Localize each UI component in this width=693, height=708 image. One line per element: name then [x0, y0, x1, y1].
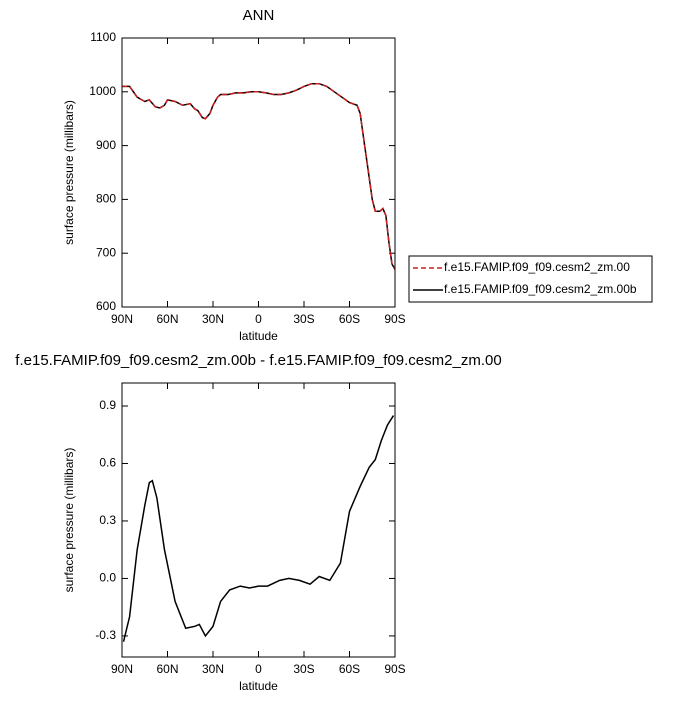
- x-tick-label: 30S: [293, 662, 314, 676]
- x-tick-label: 90N: [111, 312, 133, 326]
- y-tick-label: 600: [96, 299, 116, 313]
- x-tick-label: 60S: [339, 312, 360, 326]
- y-tick-label: 0.3: [99, 513, 116, 527]
- y-tick-label: -0.3: [95, 628, 116, 642]
- y-tick-label: 700: [96, 245, 116, 259]
- data-line: [122, 415, 395, 642]
- x-tick-label: 60S: [339, 662, 360, 676]
- y-tick-label: 0.9: [99, 398, 116, 412]
- x-tick-label: 90N: [111, 662, 133, 676]
- plot-frame: [121, 382, 396, 658]
- x-tick-label: 0: [255, 662, 262, 676]
- x-tick-label: 0: [255, 312, 262, 326]
- x-tick-label: 30N: [202, 312, 224, 326]
- y-tick-label: 800: [96, 192, 116, 206]
- x-tick-label: 90S: [384, 662, 405, 676]
- x-tick-label: 30S: [293, 312, 314, 326]
- y-axis-label: surface pressure (millibars): [62, 100, 76, 245]
- chart-title: ANN: [243, 7, 275, 24]
- x-axis-label: latitude: [239, 329, 278, 343]
- y-tick-label: 0.6: [99, 456, 116, 470]
- legend-label: f.e15.FAMIP.f09_f09.cesm2_zm.00b: [444, 282, 637, 296]
- x-tick-label: 60N: [156, 312, 178, 326]
- x-axis-label: latitude: [239, 679, 278, 693]
- y-axis-label: surface pressure (millibars): [62, 448, 76, 593]
- chart-title: f.e15.FAMIP.f09_f09.cesm2_zm.00b - f.e15…: [15, 352, 501, 369]
- plot-frame: [121, 37, 396, 308]
- y-tick-label: 0.0: [99, 571, 116, 585]
- legend-label: f.e15.FAMIP.f09_f09.cesm2_zm.00: [444, 260, 630, 274]
- x-tick-label: 30N: [202, 662, 224, 676]
- data-line: [122, 82, 396, 270]
- y-tick-label: 1100: [90, 30, 116, 44]
- y-tick-label: 900: [96, 138, 116, 152]
- x-tick-label: 90S: [384, 312, 405, 326]
- x-tick-label: 60N: [156, 662, 178, 676]
- data-line: [122, 82, 396, 270]
- y-tick-label: 1000: [89, 84, 116, 98]
- legend-box: [408, 255, 653, 303]
